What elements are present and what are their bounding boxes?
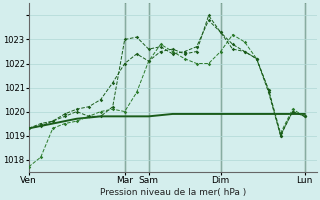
X-axis label: Pression niveau de la mer( hPa ): Pression niveau de la mer( hPa ) — [100, 188, 246, 197]
